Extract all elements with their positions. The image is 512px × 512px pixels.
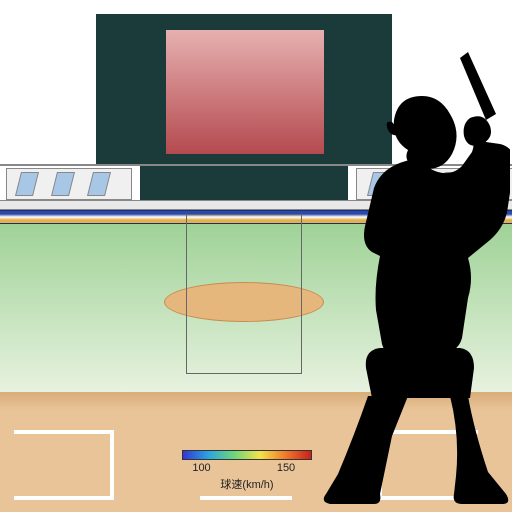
speed-legend-bar bbox=[182, 450, 312, 460]
legend-tick: 150 bbox=[277, 462, 295, 474]
batters-box-line bbox=[200, 496, 292, 500]
legend-tick: 100 bbox=[192, 462, 210, 474]
batters-box-line bbox=[14, 430, 114, 434]
scoreboard-screen bbox=[166, 30, 324, 154]
pitch-location-diagram: 100 150 球速(km/h) bbox=[0, 0, 512, 512]
batter-silhouette bbox=[310, 52, 510, 504]
batters-box-line bbox=[14, 496, 114, 500]
strike-zone bbox=[186, 214, 302, 374]
speed-legend-label: 球速(km/h) bbox=[220, 476, 273, 492]
batters-box-line bbox=[110, 430, 114, 500]
